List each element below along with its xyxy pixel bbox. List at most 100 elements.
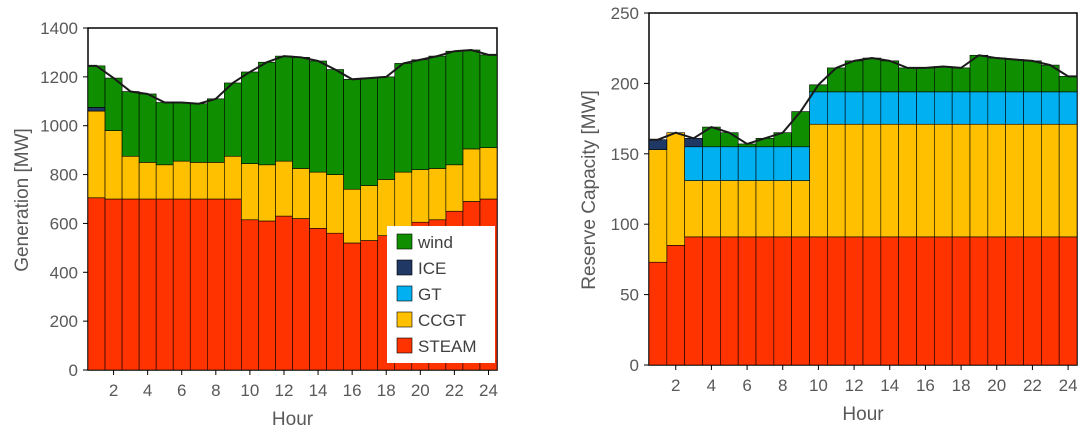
- bar-ccgt-12: [275, 160, 293, 217]
- x-tick-label: 12: [275, 381, 294, 400]
- bar-wind-14: [309, 60, 327, 173]
- x-tick-label: 18: [377, 381, 396, 400]
- bar-wind-12: [844, 60, 864, 93]
- bar-steam-17: [360, 240, 379, 371]
- x-tick-label: 16: [343, 381, 362, 400]
- y-tick-label: 0: [630, 356, 639, 375]
- bar-steam-6: [737, 236, 757, 366]
- series-wind: [702, 54, 1078, 148]
- y-tick-label: 50: [620, 286, 639, 305]
- bar-ccgt-7: [189, 162, 208, 200]
- bar-wind-17: [934, 66, 953, 93]
- bar-steam-2: [666, 245, 685, 366]
- x-tick-label: 12: [845, 376, 864, 395]
- bar-wind-21: [428, 55, 447, 169]
- bar-ice-1: [87, 107, 106, 112]
- bar-wind-15: [326, 69, 344, 175]
- bar-ice-3: [684, 138, 703, 148]
- bar-wind-13: [862, 57, 882, 93]
- bar-ccgt-19: [394, 171, 413, 229]
- bar-ccgt-7: [755, 180, 775, 238]
- bar-gt-24: [1058, 91, 1078, 125]
- bar-ccgt-5: [155, 164, 174, 200]
- y-tick-label: 400: [50, 263, 78, 282]
- bar-gt-11: [827, 91, 846, 125]
- bar-wind-6: [172, 102, 191, 162]
- bar-ccgt-22: [445, 164, 464, 212]
- bar-ccgt-24: [1058, 123, 1078, 238]
- bar-ccgt-8: [206, 162, 225, 200]
- bar-steam-23: [1041, 236, 1060, 366]
- bar-steam-14: [309, 228, 327, 371]
- bar-wind-5: [720, 132, 739, 148]
- bar-ccgt-11: [258, 164, 276, 222]
- bar-gt-21: [1005, 91, 1024, 125]
- bar-ccgt-3: [121, 155, 140, 200]
- series-steam: [87, 197, 498, 371]
- x-tick-label: 22: [445, 381, 464, 400]
- bar-ccgt-8: [773, 180, 792, 238]
- bar-ccgt-1: [87, 110, 106, 199]
- y-tick-label: 150: [611, 145, 639, 164]
- bar-gt-3: [684, 146, 703, 181]
- bar-ccgt-14: [309, 171, 327, 229]
- bar-wind-20: [411, 59, 430, 170]
- series-ccgt: [648, 123, 1078, 263]
- bar-steam-12: [275, 215, 293, 371]
- bar-ccgt-2: [666, 132, 685, 246]
- bar-ccgt-15: [326, 174, 344, 234]
- bar-steam-12: [844, 236, 864, 366]
- x-tick-label: 16: [916, 376, 935, 395]
- x-tick-label: 4: [143, 381, 152, 400]
- x-tick-label: 10: [809, 376, 828, 395]
- series-ccgt: [87, 110, 498, 244]
- legend-label-ccgt: CCGT: [418, 311, 466, 330]
- bar-steam-11: [827, 236, 846, 366]
- bar-ccgt-14: [880, 123, 899, 238]
- x-tick-label: 14: [309, 381, 328, 400]
- bar-steam-9: [224, 198, 242, 371]
- legend: wind ICE GT CCGT STEAM: [387, 226, 495, 363]
- bar-ccgt-22: [1023, 123, 1042, 238]
- bar-wind-2: [104, 77, 123, 131]
- bar-steam-21: [1005, 236, 1024, 366]
- bar-wind-22: [1023, 60, 1042, 93]
- bar-ccgt-23: [462, 148, 481, 202]
- bar-wind-18: [377, 76, 396, 180]
- bar-ccgt-12: [844, 123, 864, 238]
- y-tick-label: 100: [611, 215, 639, 234]
- bar-wind-20: [987, 57, 1006, 93]
- bar-wind-9: [791, 111, 810, 148]
- bar-ccgt-17: [360, 185, 379, 241]
- bar-wind-18: [951, 67, 971, 93]
- x-tick-label: 24: [1059, 376, 1078, 395]
- bar-ccgt-6: [172, 160, 191, 200]
- bar-steam-11: [258, 220, 276, 371]
- bar-wind-23: [462, 49, 481, 150]
- bar-wind-11: [258, 61, 276, 166]
- bar-wind-12: [275, 55, 293, 162]
- bar-gt-10: [809, 91, 828, 125]
- legend-label-gt: GT: [418, 285, 442, 304]
- bar-ccgt-24: [479, 147, 498, 200]
- bar-wind-4: [138, 93, 157, 163]
- bar-gt-17: [934, 91, 953, 125]
- bar-ccgt-4: [702, 180, 721, 238]
- legend-swatch-ice: [396, 259, 413, 276]
- bar-ccgt-23: [1041, 123, 1060, 238]
- bar-gt-18: [951, 91, 971, 125]
- y-tick-label: 800: [50, 166, 78, 185]
- bar-ccgt-16: [916, 123, 935, 238]
- bar-ccgt-20: [411, 169, 430, 223]
- bar-gt-12: [844, 91, 864, 125]
- bar-steam-9: [791, 236, 810, 366]
- bar-wind-24: [1058, 76, 1078, 93]
- legend-swatch-wind: [396, 233, 413, 250]
- bar-gt-8: [773, 146, 792, 181]
- bar-ccgt-2: [104, 130, 123, 200]
- bar-ccgt-9: [791, 180, 810, 238]
- y-tick-label: 1400: [40, 19, 78, 38]
